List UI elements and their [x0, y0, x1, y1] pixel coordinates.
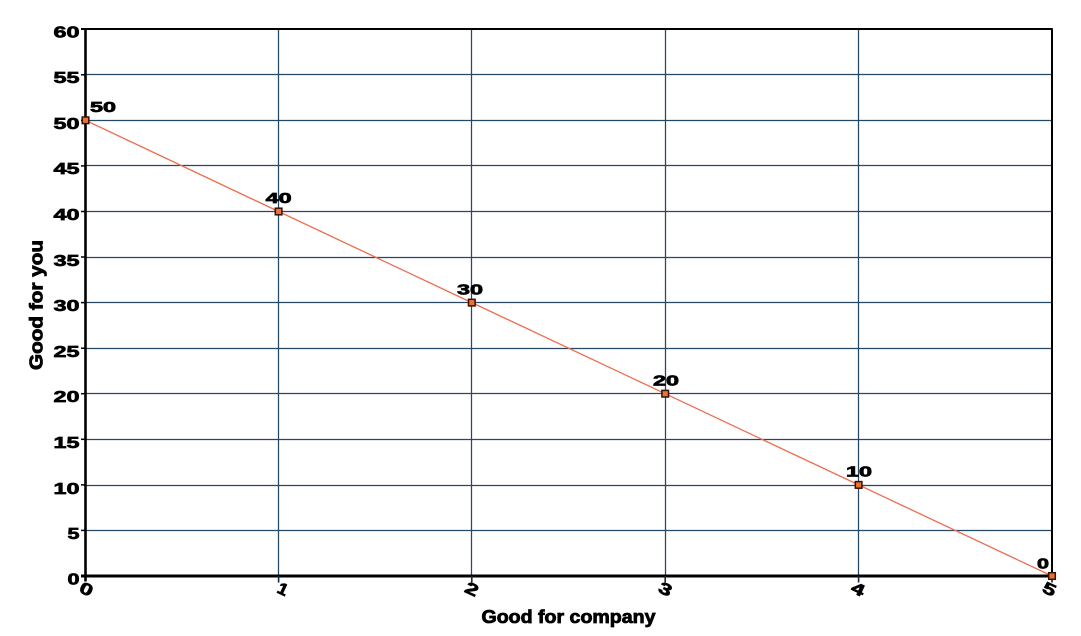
- svg-text:5: 5: [68, 526, 80, 543]
- svg-text:4: 4: [848, 579, 868, 601]
- svg-text:15: 15: [54, 435, 80, 452]
- svg-text:60: 60: [54, 25, 80, 42]
- svg-text:1: 1: [274, 579, 291, 600]
- svg-text:25: 25: [54, 344, 80, 361]
- svg-text:30: 30: [457, 281, 483, 298]
- svg-text:30: 30: [54, 298, 80, 315]
- svg-text:20: 20: [653, 373, 679, 390]
- svg-text:2: 2: [462, 579, 481, 601]
- svg-text:5: 5: [1039, 579, 1058, 601]
- svg-text:Good for you: Good for you: [27, 240, 47, 370]
- svg-text:40: 40: [54, 207, 80, 224]
- svg-text:20: 20: [54, 389, 80, 406]
- svg-text:50: 50: [54, 116, 80, 133]
- svg-text:0: 0: [68, 572, 80, 589]
- svg-text:50: 50: [90, 99, 116, 116]
- svg-text:3: 3: [655, 579, 674, 601]
- svg-text:10: 10: [846, 464, 872, 481]
- svg-text:35: 35: [54, 253, 80, 270]
- svg-text:55: 55: [54, 70, 80, 87]
- svg-text:0: 0: [1037, 556, 1049, 573]
- svg-text:45: 45: [54, 161, 80, 178]
- svg-text:40: 40: [266, 190, 292, 207]
- svg-text:10: 10: [54, 481, 80, 498]
- svg-text:Good for company: Good for company: [482, 607, 656, 627]
